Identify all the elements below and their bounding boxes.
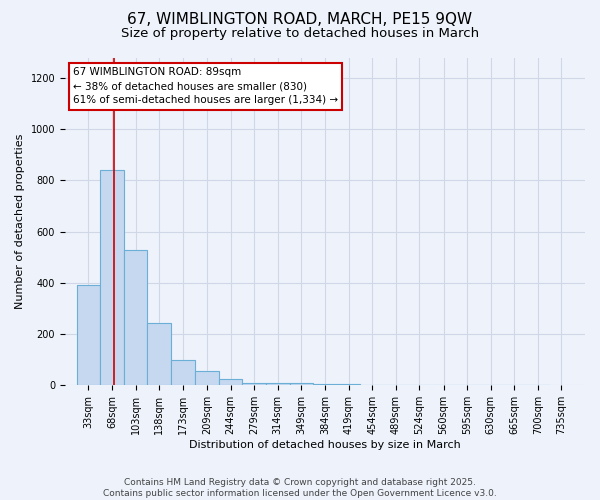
Bar [171, 360, 194, 386]
Text: Contains HM Land Registry data © Crown copyright and database right 2025.
Contai: Contains HM Land Registry data © Crown c… [103, 478, 497, 498]
Bar [77, 286, 100, 386]
Bar [124, 250, 148, 386]
Text: Size of property relative to detached houses in March: Size of property relative to detached ho… [121, 28, 479, 40]
Bar [290, 383, 313, 386]
Bar [195, 372, 219, 386]
Bar [242, 383, 266, 386]
Bar [313, 384, 337, 386]
Bar [337, 384, 361, 386]
Text: 67, WIMBLINGTON ROAD, MARCH, PE15 9QW: 67, WIMBLINGTON ROAD, MARCH, PE15 9QW [127, 12, 473, 28]
Bar [148, 322, 171, 386]
Text: 67 WIMBLINGTON ROAD: 89sqm
← 38% of detached houses are smaller (830)
61% of sem: 67 WIMBLINGTON ROAD: 89sqm ← 38% of deta… [73, 68, 338, 106]
Y-axis label: Number of detached properties: Number of detached properties [15, 134, 25, 309]
Bar [100, 170, 124, 386]
Bar [266, 383, 290, 386]
Bar [219, 379, 242, 386]
X-axis label: Distribution of detached houses by size in March: Distribution of detached houses by size … [189, 440, 461, 450]
